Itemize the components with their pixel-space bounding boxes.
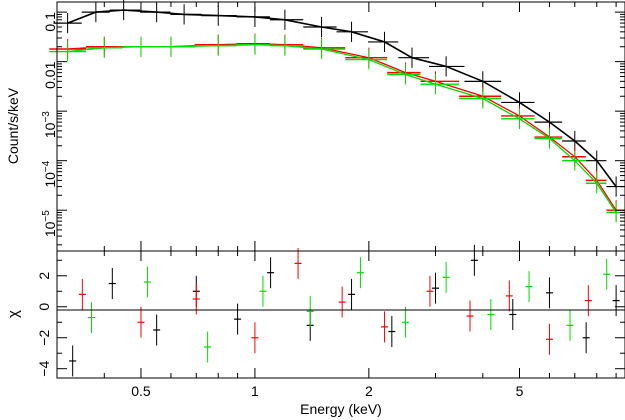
y-tick-label: 2 bbox=[36, 272, 52, 280]
spectrum-model-curve bbox=[67, 44, 617, 213]
axis-ticks bbox=[56, 2, 625, 378]
x-axis-label: Energy (keV) bbox=[300, 401, 382, 417]
y-tick-label: 10−4 bbox=[41, 160, 58, 187]
x-tick-label: 5 bbox=[516, 383, 524, 399]
y-axis-label-top: Count/s/keV bbox=[5, 87, 21, 164]
residual-panel-data bbox=[69, 244, 620, 377]
tick-labels: 0.1 0.01 10−3 10−4 10−5 2 0 −2 −4 0.5 1 2 5 bbox=[36, 12, 524, 399]
spectrum-panel-frame bbox=[56, 1, 625, 252]
y-tick-label: 10−5 bbox=[41, 210, 58, 237]
spectrum-model-curve bbox=[67, 9, 617, 188]
x-tick-label: 1 bbox=[251, 383, 259, 399]
y-tick-label: −2 bbox=[36, 330, 52, 346]
y-tick-label: 0 bbox=[36, 303, 52, 311]
spectrum-panel-data bbox=[49, 0, 625, 223]
residual-panel-frame bbox=[56, 250, 625, 379]
y-tick-label: 0.1 bbox=[42, 12, 58, 32]
y-axis-label-bottom: χ bbox=[5, 310, 22, 318]
x-tick-label: 0.5 bbox=[131, 383, 151, 399]
y-tick-label: 0.01 bbox=[42, 61, 58, 88]
x-tick-label: 2 bbox=[365, 383, 373, 399]
spectrum-model-curve bbox=[67, 43, 617, 211]
y-tick-label: −4 bbox=[36, 361, 52, 377]
y-tick-label: 10−3 bbox=[41, 111, 58, 138]
